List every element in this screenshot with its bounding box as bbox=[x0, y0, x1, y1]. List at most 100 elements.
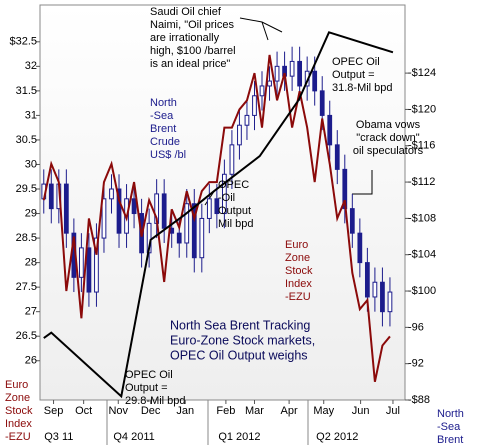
candle-body bbox=[372, 281, 378, 298]
y-tick-label: 26.5 bbox=[16, 330, 37, 342]
y-axis-label: Zone bbox=[5, 392, 30, 404]
candle-body bbox=[319, 90, 325, 116]
candle-body bbox=[94, 237, 99, 293]
annotation: Output bbox=[218, 205, 251, 217]
annotation: 29.8-Mil bpd bbox=[125, 395, 186, 407]
y2-tick-label: -$116 bbox=[408, 140, 435, 152]
candle-body bbox=[79, 247, 84, 278]
x-tick-label: May bbox=[313, 405, 334, 417]
annotation: North bbox=[150, 97, 177, 109]
candle-body bbox=[191, 203, 197, 259]
candle-body bbox=[116, 188, 122, 234]
y-tick-label: 28.5 bbox=[16, 232, 37, 244]
annotation: high, $100 /barrel bbox=[150, 45, 236, 57]
candle-body bbox=[229, 144, 235, 175]
leader-line bbox=[261, 21, 269, 41]
annotation: Stock bbox=[285, 265, 313, 277]
y-tick-label: 30.5 bbox=[16, 134, 37, 146]
candle-body bbox=[131, 198, 137, 215]
candle-body bbox=[184, 203, 190, 244]
y-tick-label: 32 bbox=[25, 60, 37, 72]
annotation: is an ideal price" bbox=[150, 58, 230, 70]
annotation: Obama vows bbox=[356, 119, 421, 131]
annotation: OPEC Oil bbox=[332, 56, 380, 68]
annotation: Euro bbox=[285, 239, 308, 251]
x-tick-label: Jun bbox=[352, 405, 370, 417]
candle-body bbox=[274, 65, 280, 82]
candle-body bbox=[48, 183, 54, 210]
series-line bbox=[43, 31, 394, 399]
y-tick-label: 29 bbox=[25, 207, 37, 219]
candle-body bbox=[161, 193, 167, 229]
x-tick-label: Apr bbox=[281, 405, 298, 417]
y2-axis-label: Brent bbox=[437, 434, 463, 446]
marks bbox=[36, 31, 409, 404]
chart-title: OPEC Oil Output weighs bbox=[170, 348, 308, 362]
y2-axis-label: -Sea bbox=[437, 421, 461, 433]
y2-tick-label: -$108 bbox=[408, 212, 436, 224]
y2-tick-label: -$100 bbox=[408, 285, 436, 297]
annotation: Output = bbox=[332, 69, 375, 81]
y-tick-label: 27 bbox=[25, 306, 37, 318]
annotation: Saudi Oil chief bbox=[150, 6, 222, 18]
annotation: -Oil bbox=[218, 192, 235, 204]
y-tick-label: 29.5 bbox=[16, 183, 37, 195]
candle-body bbox=[244, 114, 250, 126]
annotation: Mil bpd bbox=[218, 218, 253, 230]
quarter-label: Q3 11 bbox=[44, 431, 73, 443]
candle-body bbox=[109, 188, 114, 200]
annotation: -EZU bbox=[285, 291, 311, 303]
candle-body bbox=[214, 198, 220, 215]
x-tick-label: Oct bbox=[75, 405, 92, 417]
y-tick-label: 31 bbox=[25, 109, 37, 121]
x-tick-label: Dec bbox=[141, 405, 161, 417]
y-tick-label: 27.5 bbox=[16, 281, 37, 293]
annotation: Brent bbox=[150, 123, 176, 135]
annotation: Zone bbox=[285, 252, 310, 264]
annotation: Index bbox=[285, 278, 312, 290]
candle-body bbox=[259, 85, 265, 97]
x-tick-label: Jul bbox=[386, 405, 400, 417]
y2-tick-label: -92 bbox=[408, 358, 424, 370]
candle-body bbox=[297, 60, 303, 87]
x-tick-label: Jan bbox=[176, 405, 194, 417]
candle-body bbox=[206, 198, 212, 219]
annotation: "crack down" bbox=[356, 132, 420, 144]
quarter-label: Q4 2011 bbox=[113, 431, 154, 443]
annotation: are irrationally bbox=[150, 32, 220, 44]
candle-body bbox=[237, 124, 242, 146]
y2-tick-label: -$112 bbox=[408, 176, 435, 188]
annotation: Naimi, "Oil prices bbox=[150, 19, 234, 31]
candle-body bbox=[199, 217, 205, 259]
x-tick-label: Sep bbox=[44, 405, 64, 417]
y2-tick-label: -$104 bbox=[408, 249, 436, 261]
candle-body bbox=[334, 144, 340, 170]
candle-body bbox=[86, 247, 92, 293]
y-tick-label: $32.5 bbox=[9, 36, 37, 48]
y-axis-label: Index bbox=[5, 418, 32, 430]
candle-body bbox=[176, 232, 182, 244]
annotation: 31.8-Mil bpd bbox=[332, 82, 393, 94]
y-tick-label: 28 bbox=[25, 257, 37, 269]
annotation: OPEC bbox=[218, 179, 249, 191]
candle-body bbox=[364, 262, 370, 298]
annotation: Crude bbox=[150, 136, 180, 148]
chart-title: Euro-Zone Stock markets, bbox=[170, 333, 315, 347]
candle-body bbox=[357, 232, 363, 264]
x-tick-label: Nov bbox=[108, 405, 128, 417]
y2-tick-label: -$120 bbox=[408, 103, 436, 115]
y-tick-label: 31.5 bbox=[16, 85, 37, 97]
candle-body bbox=[267, 80, 272, 87]
candle-body bbox=[63, 183, 69, 234]
candle-body bbox=[387, 291, 393, 313]
annotation: OPEC Oil bbox=[125, 369, 173, 381]
y-axis-label: Stock bbox=[5, 405, 33, 417]
annotation: oil speculators bbox=[353, 145, 424, 157]
x-tick-label: Mar bbox=[245, 405, 264, 417]
y-tick-label: 26 bbox=[25, 355, 37, 367]
chart-title: North Sea Brent Tracking bbox=[170, 318, 310, 332]
y2-tick-label: -$124 bbox=[408, 67, 436, 79]
quarter-label: Q2 2012 bbox=[316, 431, 358, 443]
